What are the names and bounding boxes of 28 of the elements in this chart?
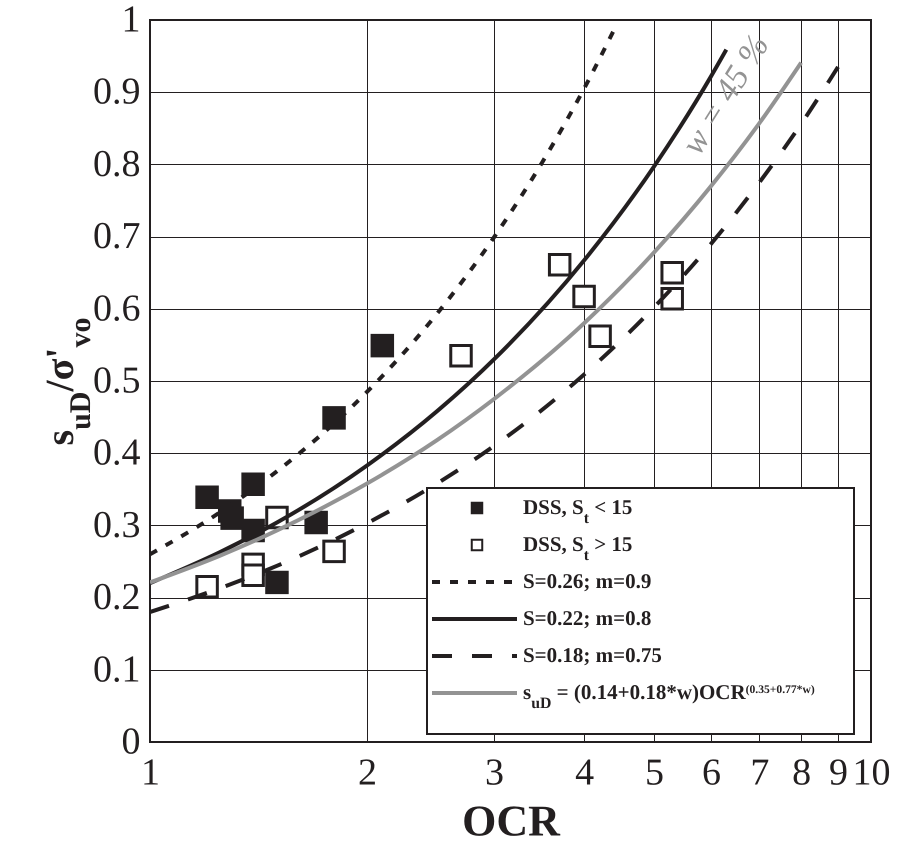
legend-label: DSS, S$_{t}$ > 15 [523, 532, 632, 564]
y-tick-label: 1 [122, 0, 140, 40]
x-tick-label: 7 [750, 752, 770, 794]
x-tick-label: 2 [358, 752, 378, 794]
y-tick-label: 0 [122, 720, 140, 762]
y-tick-label: 0.8 [93, 142, 140, 185]
x-tick-label: 8 [792, 752, 812, 794]
y-tick-label: 0.2 [93, 576, 140, 618]
x-tick-label: 5 [644, 752, 664, 794]
x-axis-title: OCR [462, 796, 562, 846]
y-tick-label: 0.7 [93, 215, 140, 258]
annotation: w = 45 % [674, 28, 777, 162]
x-tick-label: 9 [829, 752, 848, 794]
legend-label: S=0.22; m=0.8 [523, 606, 652, 630]
x-tick-label: 4 [575, 752, 594, 794]
y-tick-label: 0.9 [93, 70, 140, 113]
y-tick-label: 0.6 [93, 287, 140, 330]
legend-label: s$_{uD}$ = (0.14+0.18*w)OCR$^{(0.35+0.77*w)}$ [523, 680, 815, 712]
x-tick-label: 3 [485, 752, 504, 794]
legend-label: S=0.26; m=0.9 [523, 569, 652, 593]
y-tick-label: 0.3 [93, 504, 140, 546]
y-tick-label: 0.1 [93, 648, 140, 690]
x-tick-label: 10 [852, 752, 890, 794]
y-tick-label: 0.4 [93, 432, 140, 474]
x-tick-label: 6 [702, 752, 722, 794]
legend-label: DSS, S$_{t}$ < 15 [523, 495, 632, 526]
y-tick-label: 0.5 [93, 360, 140, 402]
legend-label: S=0.18; m=0.75 [523, 643, 662, 667]
